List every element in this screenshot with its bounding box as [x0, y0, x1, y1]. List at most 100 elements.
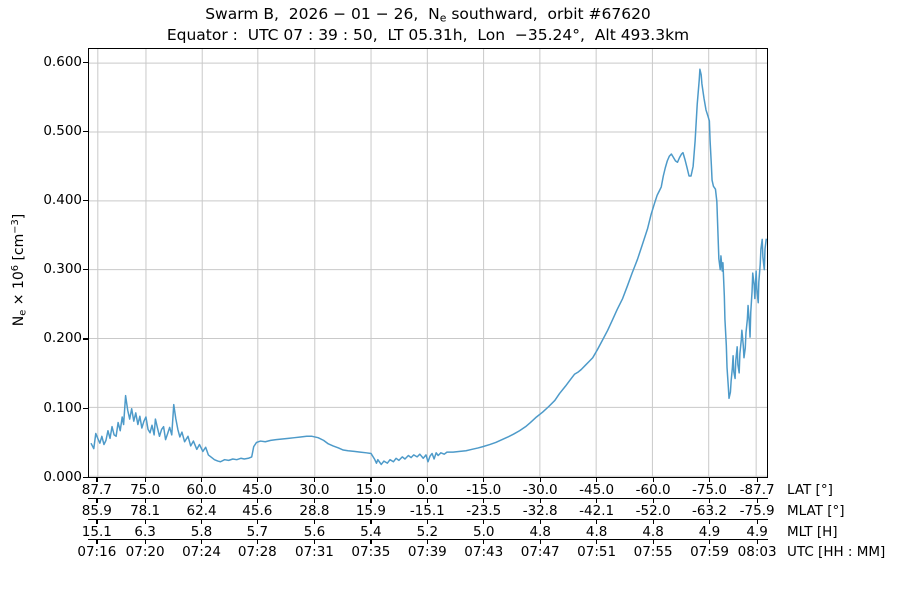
y-tick-mark — [83, 338, 88, 340]
x-tick-label-mlt: 6.3 — [134, 524, 156, 540]
x-tick-mark-mlt — [370, 520, 372, 524]
vertical-gridlines — [97, 49, 757, 477]
axis-row-divider-mlt — [88, 539, 768, 540]
axis-row-caption-mlt: MLT [H] — [787, 524, 838, 540]
x-tick-label-utc: 08:03 — [737, 544, 777, 560]
x-tick-label-lat: -45.0 — [579, 482, 615, 498]
x-tick-label-utc: 07:31 — [294, 544, 334, 560]
x-tick-mark-lat — [313, 478, 316, 482]
axis-row-divider-mlat — [88, 519, 768, 520]
x-tick-label-mlt: 5.7 — [246, 524, 269, 540]
x-tick-mark-mlat — [201, 499, 203, 503]
x-tick-label-utc: 07:24 — [182, 544, 221, 560]
x-tick-label-lat: 75.0 — [130, 482, 161, 498]
y-tick-label: 0.500 — [43, 122, 82, 139]
x-tick-label-lat: -87.7 — [739, 482, 775, 498]
x-tick-label-mlat: 85.9 — [81, 503, 112, 519]
x-tick-mark-utc — [483, 540, 485, 544]
x-tick-mark-mlat — [596, 499, 598, 503]
y-axis-label: Ne × 106 [cm−3] — [10, 160, 30, 380]
x-tick-label-lat: 60.0 — [186, 482, 217, 498]
x-tick-label-mlat: -42.1 — [579, 503, 615, 519]
x-tick-label-mlt: 5.2 — [416, 524, 439, 540]
ylabel-text: N — [10, 315, 27, 327]
y-tick-label: 0.100 — [43, 399, 82, 416]
x-tick-mark-lat — [201, 478, 203, 482]
x-tick-label-mlt: 4.9 — [698, 524, 721, 540]
x-tick-label-utc: 07:59 — [690, 544, 729, 560]
horizontal-gridlines — [89, 62, 767, 477]
x-tick-mark-mlt — [652, 520, 654, 524]
x-tick-mark-mlt — [426, 520, 428, 524]
x-tick-label-utc: 07:39 — [407, 544, 447, 560]
x-tick-label-mlat: 45.6 — [242, 503, 273, 519]
x-tick-label-mlat: 78.1 — [130, 503, 161, 519]
x-tick-mark-lat — [709, 478, 711, 482]
x-tick-mark-mlat — [313, 499, 316, 503]
x-tick-label-lat: 15.0 — [355, 482, 386, 498]
y-tick-label: 0.200 — [43, 330, 82, 347]
ne-line-chart — [89, 49, 767, 477]
x-tick-label-lat: -30.0 — [522, 482, 558, 498]
x-tick-mark-mlt — [483, 520, 485, 524]
y-tick-mark — [83, 269, 88, 271]
x-tick-label-mlt: 4.9 — [746, 524, 768, 540]
x-tick-mark-lat — [539, 478, 541, 482]
x-tick-mark-mlt — [144, 520, 146, 524]
x-tick-mark-mlt — [201, 520, 203, 524]
x-tick-mark-lat — [596, 478, 598, 482]
x-tick-mark-utc — [96, 540, 98, 544]
x-tick-label-lat: 87.7 — [81, 482, 112, 498]
x-tick-mark-utc — [652, 540, 654, 544]
x-tick-mark-mlat — [483, 499, 485, 503]
axis-row-divider-lat — [88, 498, 768, 499]
x-tick-label-utc: 07:43 — [464, 544, 504, 560]
x-tick-label-lat: -60.0 — [635, 482, 671, 498]
x-tick-mark-mlat — [652, 499, 654, 503]
x-tick-mark-mlt — [756, 520, 758, 524]
x-tick-mark-lat — [144, 478, 146, 482]
axis-row-caption-utc: UTC [HH : MM] — [787, 544, 886, 560]
x-tick-mark-mlt — [313, 520, 316, 524]
x-tick-label-mlt: 5.6 — [303, 524, 326, 540]
x-tick-mark-mlat — [756, 499, 758, 503]
plot-area — [88, 48, 768, 478]
x-tick-label-utc: 07:35 — [351, 544, 391, 560]
x-tick-label-mlt: 5.8 — [190, 524, 213, 540]
x-tick-label-mlat: -52.0 — [635, 503, 671, 519]
ylabel-subscript: e — [17, 309, 29, 316]
x-tick-mark-utc — [370, 540, 372, 544]
x-tick-label-lat: 45.0 — [242, 482, 273, 498]
x-tick-mark-mlat — [709, 499, 711, 503]
x-tick-mark-utc — [539, 540, 541, 544]
ne-curve — [90, 68, 767, 466]
x-tick-label-mlat: 62.4 — [186, 503, 217, 519]
title-subscript: e — [439, 11, 447, 25]
x-tick-mark-utc — [313, 540, 316, 544]
plot-title: Swarm B, 2026 − 01 − 26, Ne southward, o… — [88, 4, 768, 29]
x-tick-mark-lat — [483, 478, 485, 482]
x-tick-mark-mlt — [256, 520, 258, 524]
x-tick-mark-lat — [756, 478, 758, 482]
x-tick-mark-utc — [756, 540, 758, 544]
x-tick-mark-utc — [256, 540, 258, 544]
x-tick-label-mlt: 4.8 — [642, 524, 664, 540]
x-tick-label-mlat: -23.5 — [466, 503, 502, 519]
x-tick-label-mlt: 5.0 — [473, 524, 495, 540]
x-tick-label-mlat: -75.9 — [739, 503, 775, 519]
x-tick-mark-mlt — [539, 520, 541, 524]
x-tick-mark-mlat — [256, 499, 258, 503]
x-tick-mark-mlt — [596, 520, 598, 524]
ylabel-superscript-6: 6 — [10, 264, 21, 272]
y-tick-mark — [83, 130, 88, 133]
y-tick-mark — [83, 200, 88, 202]
x-tick-mark-utc — [201, 540, 203, 544]
x-tick-label-utc: 07:51 — [577, 544, 617, 560]
y-tick-mark — [83, 61, 88, 63]
title-text: Swarm B, 2026 − 01 − 26, N — [205, 5, 440, 23]
x-tick-label-mlat: -63.2 — [692, 503, 727, 519]
x-tick-label-mlat: 15.9 — [355, 503, 386, 519]
x-tick-label-lat: -75.0 — [692, 482, 727, 498]
x-tick-mark-lat — [96, 478, 98, 482]
